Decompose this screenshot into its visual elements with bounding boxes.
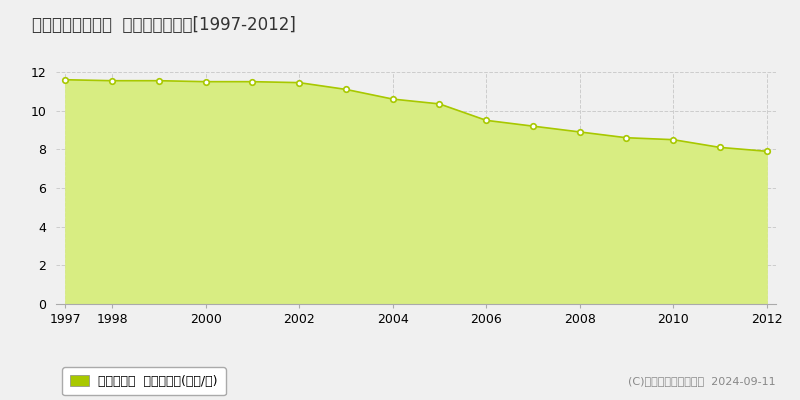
Legend: 基準地価格  平均坤単価(万円/坤): 基準地価格 平均坤単価(万円/坤) [62, 367, 226, 395]
Text: 遠賀郡遠賀町別府  基準地価格推移[1997-2012]: 遠賀郡遠賀町別府 基準地価格推移[1997-2012] [32, 16, 296, 34]
Text: (C)土地価格ドットコム  2024-09-11: (C)土地価格ドットコム 2024-09-11 [628, 376, 776, 386]
